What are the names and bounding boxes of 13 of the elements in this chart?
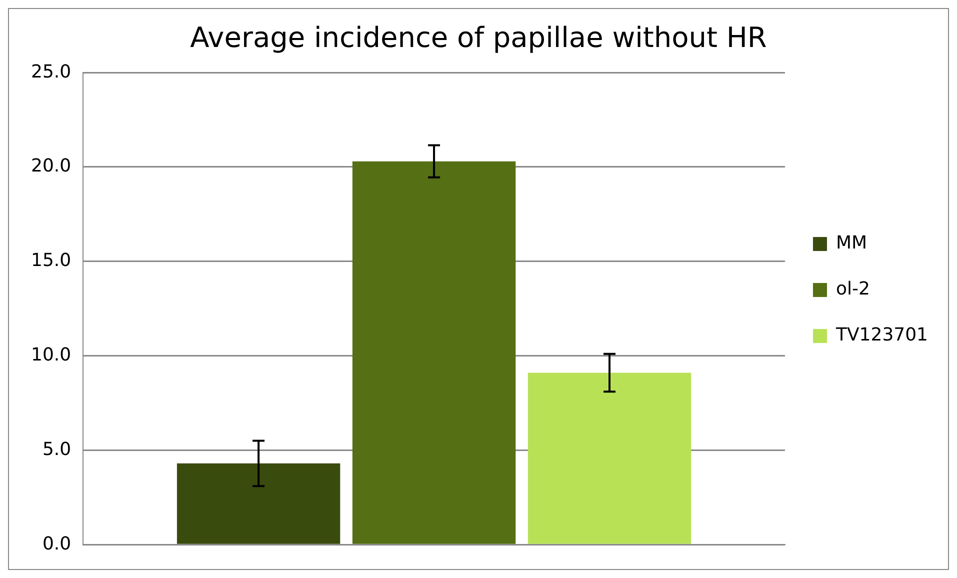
y-tick-label: 5.0 xyxy=(42,438,72,460)
y-tick-label: 0.0 xyxy=(42,533,72,554)
chart-title: Average incidence of papillae without HR xyxy=(190,21,767,54)
y-tick-label: 15.0 xyxy=(31,250,72,272)
legend-label: ol-2 xyxy=(836,278,870,300)
legend-label: TV123701 xyxy=(834,324,928,346)
y-tick-label: 10.0 xyxy=(31,344,72,366)
bar xyxy=(352,161,516,544)
bar xyxy=(528,372,692,544)
y-tick-label: 20.0 xyxy=(31,156,72,177)
bar xyxy=(176,463,340,544)
legend-label: MM xyxy=(836,232,868,254)
y-tick-label: 25.0 xyxy=(31,61,72,82)
